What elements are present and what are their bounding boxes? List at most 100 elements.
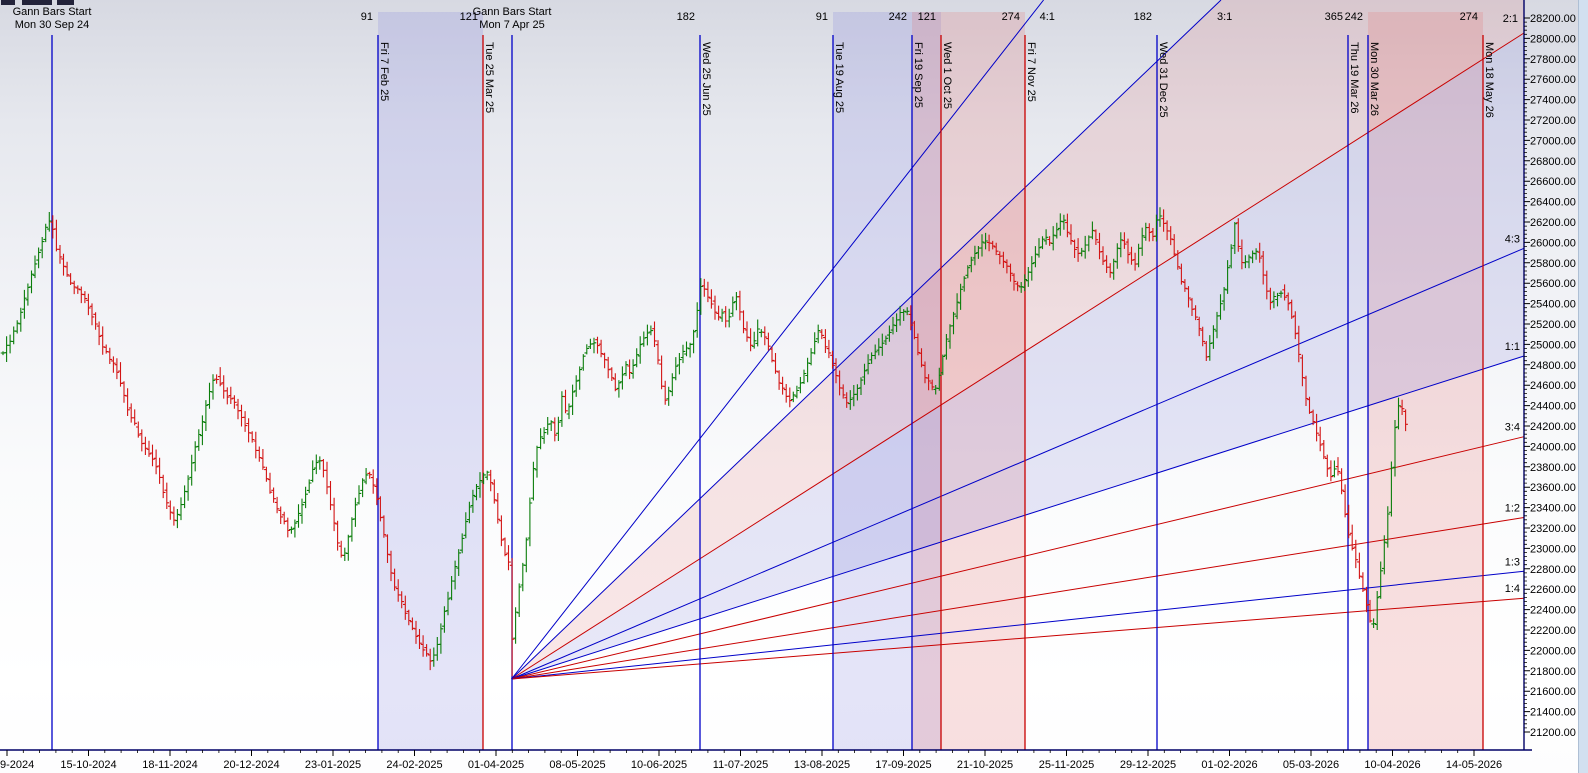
fan-ratio-label-4:1: 4:1	[1040, 11, 1055, 23]
x-axis-label: 10-06-2025	[631, 759, 687, 771]
cycle-date-label: Wed 25 Jun 25	[700, 42, 712, 116]
gann-fan-line-4:3[interactable]	[511, 247, 1525, 680]
cycle-count-labels: 91 Fri 7 Feb 25 121 Tue 25 Mar 25 182 Wed 25 …	[361, 11, 1495, 118]
x-axis-label: 01-02-2026	[1201, 759, 1257, 771]
x-axis-label: 14-05-2026	[1446, 759, 1502, 771]
price-bars	[0, 207, 1408, 677]
cycle-date-label: Thu 19 Mar 26	[1348, 42, 1360, 114]
price-bars-up	[0, 207, 1401, 667]
x-axis-label: 05-03-2026	[1283, 759, 1339, 771]
y-axis-minor-ticks	[1524, 21, 1527, 729]
gann-fan-line-3:4[interactable]	[511, 436, 1525, 680]
cycle-date-label: Mon 18 May 26	[1483, 42, 1495, 118]
y-axis-label: 25600.00	[1530, 278, 1576, 290]
gann-fan-line-1:3[interactable]	[511, 570, 1525, 680]
y-axis-label: 24400.00	[1530, 401, 1576, 413]
gann-fan-line-1:4[interactable]	[511, 597, 1525, 680]
x-axis-label: 01-04-2025	[468, 759, 524, 771]
cycle-count-label: 91	[816, 11, 828, 23]
y-axis-label: 24800.00	[1530, 360, 1576, 372]
y-axis-label: 21600.00	[1530, 686, 1576, 698]
x-axis[interactable]: 9-2024 15-10-2024 18-11-2024 20-12-2024 23-0…	[0, 749, 1532, 771]
y-axis-label: 23400.00	[1530, 503, 1576, 515]
y-axis-label: 23800.00	[1530, 462, 1576, 474]
gann-fan-labels: 4:1 3:1 2:1 4:3 1:1 3:4 1:2 1:3 1:4	[1040, 11, 1520, 595]
y-axis-label: 24600.00	[1530, 380, 1576, 392]
x-axis-label: 20-12-2024	[223, 759, 279, 771]
gann-time-bands	[378, 12, 1483, 750]
x-axis-label: 29-12-2025	[1120, 759, 1176, 771]
cycle-date-label: Fri 7 Feb 25	[378, 42, 390, 101]
y-axis-label: 26000.00	[1530, 237, 1576, 249]
fan-ratio-label-1:3: 1:3	[1505, 556, 1520, 568]
y-axis-label: 26400.00	[1530, 197, 1576, 209]
fan-ratio-label-3:4: 3:4	[1505, 422, 1520, 434]
x-axis-label: 13-08-2025	[794, 759, 850, 771]
x-axis-label: 15-10-2024	[60, 759, 116, 771]
gann-fan-line-4:1[interactable]	[511, 0, 1044, 680]
gann-time-band-blue	[378, 12, 483, 750]
y-axis-label: 22000.00	[1530, 645, 1576, 657]
cycle-count-label: 121	[918, 11, 936, 23]
cycle-date-label: Fri 19 Sep 25	[912, 42, 924, 108]
gann-fan-line-3:1[interactable]	[511, 0, 1222, 680]
cycle-date-label: Tue 19 Aug 25	[833, 42, 845, 113]
cycle-date-label: Tue 25 Mar 25	[483, 42, 495, 113]
x-axis-label: 18-11-2024	[142, 759, 197, 771]
y-axis-label: 25000.00	[1530, 339, 1576, 351]
gann-fan-lines	[511, 0, 1525, 680]
fan-ratio-label-1:4: 1:4	[1505, 583, 1520, 595]
y-axis-label: 26600.00	[1530, 176, 1576, 188]
x-axis-label: 08-05-2025	[549, 759, 605, 771]
cycle-date-label: Fri 7 Nov 25	[1025, 42, 1037, 102]
cycle-count-label: 182	[677, 11, 695, 23]
y-axis-label: 27800.00	[1530, 54, 1576, 66]
gann-cycle-lines	[51, 35, 1484, 750]
fan-ratio-label-3:1: 3:1	[1217, 11, 1232, 23]
y-axis-label: 21200.00	[1530, 727, 1576, 739]
y-axis-label: 22600.00	[1530, 584, 1576, 596]
y-axis-label: 24000.00	[1530, 441, 1576, 453]
fan-ratio-label-4:3: 4:3	[1505, 233, 1520, 245]
right-scrollbar-strip[interactable]	[1578, 0, 1588, 773]
gann-time-band-red	[1368, 12, 1483, 750]
y-axis[interactable]: 28200.00 28000.00 27800.00 27600.00 27400.00…	[1523, 0, 1576, 750]
gann-fan-line-1:1[interactable]	[511, 355, 1525, 680]
x-axis-major-ticks	[6, 750, 1475, 756]
y-axis-label: 27200.00	[1530, 115, 1576, 127]
y-axis-label: 21800.00	[1530, 666, 1576, 678]
gann-fan-line-2:1[interactable]	[511, 32, 1525, 680]
x-axis-label: 17-09-2025	[875, 759, 931, 771]
y-axis-major-ticks	[1524, 17, 1530, 733]
price-bars-down	[50, 209, 1408, 677]
y-axis-label: 23600.00	[1530, 482, 1576, 494]
y-axis-label: 28000.00	[1530, 33, 1576, 45]
x-axis-label: 9-2024	[0, 759, 34, 771]
y-axis-label: 22400.00	[1530, 605, 1576, 617]
cycle-date-label: Wed 1 Oct 25	[941, 42, 953, 109]
x-axis-minor-ticks	[22, 750, 1459, 753]
x-axis-label: 25-11-2025	[1039, 759, 1094, 771]
fan-ratio-label-1:2: 1:2	[1505, 503, 1520, 515]
cycle-count-label: 242	[889, 11, 907, 23]
y-axis-label: 26800.00	[1530, 156, 1576, 168]
y-axis-label: 28200.00	[1530, 13, 1576, 25]
y-axis-label: 24200.00	[1530, 421, 1576, 433]
y-axis-label: 25800.00	[1530, 258, 1576, 270]
cycle-count-label: 365	[1325, 11, 1343, 23]
y-axis-label: 26200.00	[1530, 217, 1576, 229]
cycle-count-label: 274	[1002, 11, 1020, 23]
y-axis-label: 23200.00	[1530, 523, 1576, 535]
x-axis-label: 23-01-2025	[305, 759, 361, 771]
y-axis-label: 22200.00	[1530, 625, 1576, 637]
y-axis-label: 27000.00	[1530, 135, 1576, 147]
cycle-count-label: 242	[1345, 11, 1363, 23]
cycle-count-label: 121	[460, 11, 478, 23]
cycle-count-label: 91	[361, 11, 373, 23]
y-axis-label: 23000.00	[1530, 543, 1576, 555]
cycle-count-label: 274	[1460, 11, 1478, 23]
cycle-count-label: 182	[1134, 11, 1152, 23]
fan-ratio-label-1:1: 1:1	[1505, 341, 1520, 353]
